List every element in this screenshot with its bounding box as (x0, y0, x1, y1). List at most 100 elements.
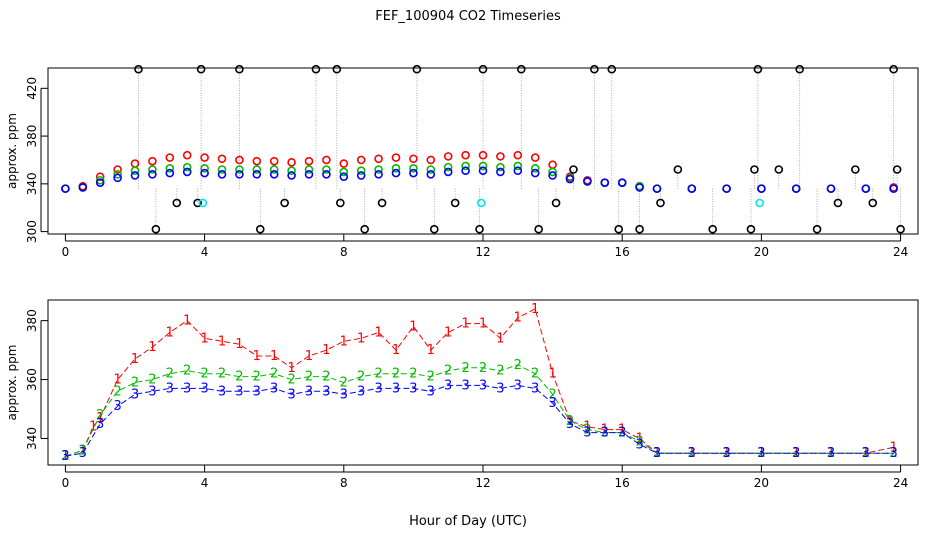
data-point: 2 (444, 364, 452, 379)
data-point: 3 (340, 387, 348, 402)
data-point (391, 153, 401, 162)
data-point: 3 (514, 378, 522, 393)
data-point (360, 224, 369, 234)
data-point (861, 184, 871, 193)
data-point (868, 198, 878, 208)
data-point: 2 (427, 370, 435, 385)
data-point: 1 (496, 331, 504, 346)
x-tick-label: 4 (201, 245, 209, 259)
data-point: 2 (688, 446, 696, 461)
data-point: 3 (827, 446, 835, 461)
data-point (78, 183, 88, 192)
data-point (391, 164, 401, 173)
y-tick-label: 360 (25, 368, 39, 391)
data-point: 3 (531, 381, 539, 396)
data-point: 2 (287, 373, 295, 388)
x-tick-label: 24 (893, 245, 908, 259)
data-point: 2 (322, 370, 330, 385)
data-point: 1 (235, 337, 243, 352)
data-point (235, 155, 244, 165)
data-point: 3 (235, 384, 243, 399)
data-point: 2 (113, 384, 121, 399)
y-tick-label: 300 (25, 220, 39, 243)
data-point: 1 (322, 343, 330, 358)
data-point (833, 198, 843, 208)
data-point: 2 (496, 364, 504, 379)
data-point (61, 184, 70, 193)
data-point (374, 165, 383, 174)
data-point (708, 224, 717, 234)
data-point (746, 224, 756, 234)
x-tick-label: 20 (754, 245, 769, 259)
data-point (478, 150, 488, 160)
data-point (304, 165, 314, 174)
data-point: 3 (113, 399, 121, 414)
data-point (339, 167, 349, 177)
data-point: 2 (183, 364, 191, 379)
data-point (130, 159, 140, 168)
data-point: 3 (889, 446, 897, 461)
data-point: 1 (183, 314, 191, 329)
data-point (513, 161, 523, 171)
data-point: 3 (183, 381, 191, 396)
x-tick-label: 8 (340, 476, 348, 490)
data-point: 3 (583, 426, 591, 441)
series-line (65, 384, 894, 457)
data-point: 2 (635, 434, 643, 449)
data-point: 1 (514, 311, 522, 326)
data-point (304, 169, 314, 179)
data-point: 3 (792, 446, 800, 461)
data-point: 3 (218, 384, 226, 399)
data-point (182, 162, 192, 172)
data-point: 1 (479, 317, 487, 332)
data-point: 2 (200, 367, 208, 382)
data-point: 2 (827, 446, 835, 461)
data-point (280, 198, 289, 208)
data-point (795, 64, 804, 74)
data-point: 1 (653, 446, 661, 461)
data-point (409, 164, 418, 173)
data-point (607, 64, 617, 74)
data-point (478, 161, 488, 171)
x-tick-label: 8 (340, 245, 348, 259)
data-point (426, 155, 436, 165)
data-point (673, 165, 683, 174)
data-point: 1 (392, 343, 400, 358)
data-point: 3 (374, 381, 382, 396)
data-point: 1 (548, 367, 556, 382)
data-point (255, 224, 265, 234)
data-point: 2 (862, 446, 870, 461)
data-point: 3 (635, 437, 643, 452)
data-point: 1 (166, 325, 174, 340)
data-point: 2 (514, 358, 522, 373)
data-point: 3 (757, 446, 765, 461)
data-point (356, 155, 366, 165)
x-tick-label: 24 (893, 476, 908, 490)
data-point (113, 169, 122, 179)
data-point: 2 (722, 446, 730, 461)
data-point (148, 156, 157, 166)
data-point: 3 (479, 378, 487, 393)
data-point: 1 (722, 446, 730, 461)
data-point (374, 154, 383, 164)
data-point: 2 (392, 367, 400, 382)
data-point (513, 150, 523, 160)
data-point (450, 198, 460, 208)
data-point: 1 (688, 446, 696, 461)
data-point: 1 (305, 349, 313, 364)
x-tick-label: 12 (475, 476, 490, 490)
data-point: 1 (409, 320, 417, 335)
y-tick-label: 340 (25, 172, 39, 195)
data-point (130, 171, 140, 180)
data-point: 1 (113, 373, 121, 388)
data-point: 3 (253, 384, 261, 399)
data-point (443, 167, 453, 177)
data-point (200, 168, 209, 178)
data-point (148, 169, 157, 179)
data-point (412, 64, 422, 74)
data-point: 1 (601, 423, 609, 438)
data-point: 3 (322, 384, 330, 399)
data-point: 2 (757, 446, 765, 461)
data-point: 1 (444, 325, 452, 340)
y-axis-label: approx. ppm (5, 113, 19, 189)
